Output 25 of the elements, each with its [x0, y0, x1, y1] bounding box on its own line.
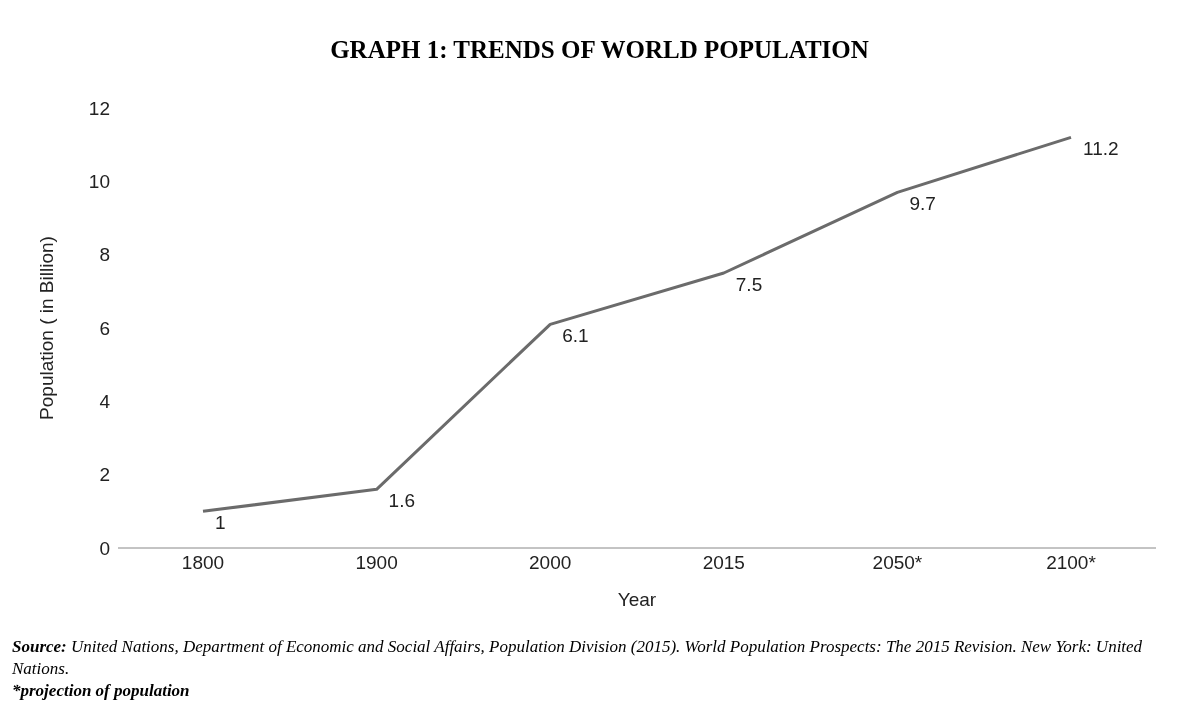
data-label: 1.6 [388, 490, 416, 512]
data-label: 7.5 [735, 274, 763, 295]
line-series [201, 135, 1073, 513]
x-tick-label: 1800 [181, 552, 225, 574]
y-tick-label: 6 [99, 317, 110, 339]
data-label: 1 [215, 512, 226, 534]
chart-title: GRAPH 1: TRENDS OF WORLD POPULATION [329, 35, 870, 65]
x-tick-label: 2000 [529, 552, 572, 574]
source-note: Source: United Nations, Department of Economic and Social Affairs, Population Division (2015). World Population Prospects: The 2015 Revision. New York: United Nations. [12, 636, 1144, 680]
x-tick-label: 2050* [872, 552, 923, 574]
y-tick-label: 4 [99, 391, 111, 413]
y-tick-label: 0 [99, 537, 110, 559]
x-axis-title: Year [617, 589, 657, 610]
x-tick-label: 2100* [1046, 552, 1097, 574]
text: *projection of population [12, 680, 191, 702]
y-tick-label: 12 [88, 97, 110, 119]
y-tick-label: 2 [99, 464, 110, 486]
data-label: 11.2 [1083, 138, 1119, 160]
data-label: 6.1 [562, 325, 589, 347]
data-label: 9.7 [909, 193, 936, 215]
x-tick-label: 1900 [355, 552, 398, 574]
y-tick-label: 10 [88, 171, 110, 193]
y-tick-label: 8 [99, 244, 110, 266]
x-tick-label: 2015 [702, 552, 745, 574]
y-axis-title: Population ( in Billion) [35, 236, 57, 420]
